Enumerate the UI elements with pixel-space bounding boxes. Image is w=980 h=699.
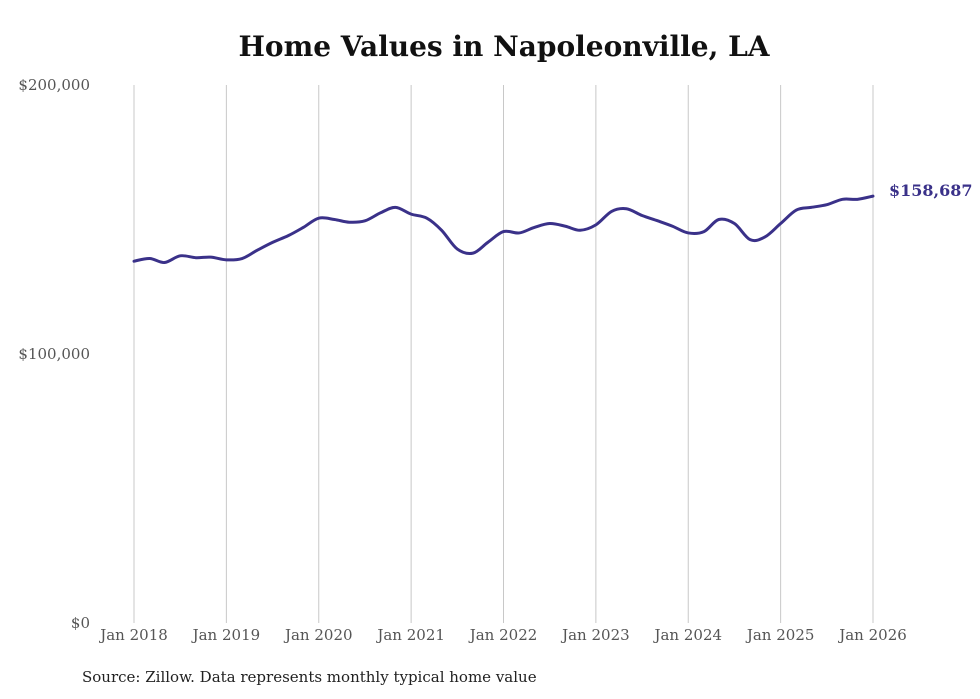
- y-axis-ticks: $0 $100,000 $200,000: [18, 76, 90, 632]
- x-tick-label: Jan 2021: [375, 626, 445, 644]
- y-tick-label: $0: [71, 614, 90, 632]
- x-tick-label: Jan 2026: [837, 626, 907, 644]
- end-value-label: $158,687: [889, 181, 973, 200]
- x-tick-label: Jan 2022: [468, 626, 538, 644]
- x-tick-label: Jan 2019: [191, 626, 261, 644]
- x-tick-label: Jan 2023: [560, 626, 630, 644]
- x-tick-label: Jan 2018: [98, 626, 168, 644]
- series-layer: [132, 194, 875, 265]
- x-tick-label: Jan 2020: [283, 626, 353, 644]
- source-note: Source: Zillow. Data represents monthly …: [82, 668, 537, 686]
- grid-lines: [133, 85, 874, 623]
- x-tick-label: Jan 2025: [745, 626, 815, 644]
- x-axis-ticks: Jan 2018 Jan 2019 Jan 2020 Jan 2021 Jan 2022…: [98, 626, 907, 644]
- series-line: [132, 194, 875, 265]
- x-tick-label: Jan 2024: [652, 626, 722, 644]
- chart-title: Home Values in Napoleonville, LA: [238, 30, 770, 63]
- y-tick-label: $200,000: [18, 76, 90, 94]
- y-tick-label: $100,000: [18, 345, 90, 363]
